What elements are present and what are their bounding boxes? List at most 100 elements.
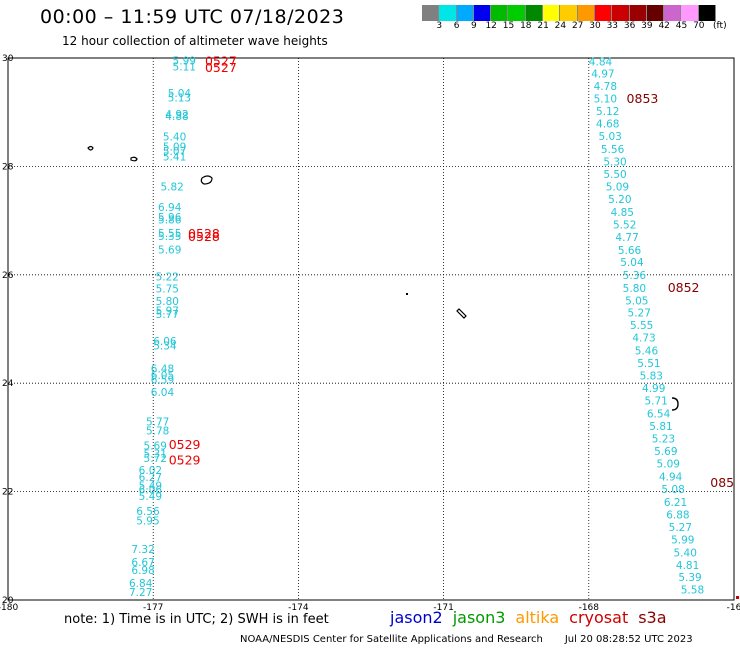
colorbar-swatch: [439, 5, 457, 21]
colorbar-swatch: [473, 5, 492, 21]
island: [671, 397, 679, 411]
colorbar-swatch: [646, 5, 665, 21]
colorbar-swatch: [543, 5, 561, 21]
wave-height-value: 6.98: [131, 565, 154, 577]
colorbar-swatch: [456, 5, 474, 21]
pass-time-label: 0527: [205, 60, 237, 75]
colorbar: [422, 5, 717, 21]
colorbar-label: 33: [606, 21, 619, 31]
wave-height-value: 5.13: [168, 93, 191, 105]
wave-height-value: 5.41: [163, 152, 186, 164]
wave-height-value: 5.99: [173, 56, 196, 68]
wave-height-value: 6.06: [139, 484, 163, 496]
wave-height-value: 5.35: [158, 231, 181, 243]
wave-height-value: 5.22: [156, 271, 179, 283]
wave-height-value: 4.68: [596, 119, 619, 131]
wave-height-value: 5.82: [160, 181, 183, 193]
lat-tick-label: 20: [2, 596, 14, 606]
wave-height-value: 5.69: [144, 441, 167, 453]
colorbar-label: 42: [658, 21, 670, 31]
wave-height-value: 5.04: [168, 88, 192, 100]
wave-height-value: 5.46: [635, 346, 659, 358]
colorbar-label: 21: [537, 21, 549, 31]
wave-height-value: 5.20: [608, 194, 631, 206]
wave-height-value: 4.85: [611, 207, 634, 219]
pass-time-label: 0529: [169, 437, 201, 452]
colorbar-label: 12: [485, 21, 497, 31]
map-grid: [7, 57, 735, 601]
island: [456, 308, 467, 319]
wave-height-value: 5.66: [618, 245, 642, 257]
island: [200, 175, 213, 185]
axis-ticks: -180 -177 -174 -171 -168 -16 30 28 26 24 22 20: [0, 54, 740, 610]
colorbar-label: 36: [623, 21, 636, 31]
credit-text: NOAA/NESDIS Center for Satellite Applica…: [240, 634, 543, 645]
wave-height-value: 5.31: [144, 449, 167, 461]
wave-height-value: 5.55: [630, 320, 653, 332]
wave-height-value: 5.58: [681, 585, 704, 597]
lat-tick-label: 24: [2, 379, 14, 389]
lon-tick-label: -171: [433, 603, 453, 610]
wave-height-value: 5.23: [652, 433, 675, 445]
wave-height-value: 5.12: [596, 106, 619, 118]
edge-marker: [736, 596, 739, 599]
wave-height-map: 5.995.115.045.134.924.885.405.095.075.41…: [0, 53, 740, 610]
wave-height-value: 6.88: [666, 509, 689, 521]
wave-height-value: 5.27: [628, 308, 651, 320]
wave-height-value: 5.07: [163, 146, 186, 158]
wave-height-value: 6.04: [151, 387, 175, 399]
legend-cryosat: cryosat: [569, 608, 629, 627]
legend-jason2: jason2: [390, 608, 443, 627]
wave-height-value: 7.32: [131, 544, 154, 556]
colorbar-swatch: [594, 5, 613, 21]
wave-height-value: 5.55: [158, 228, 181, 240]
wave-height-value: 6.21: [664, 497, 687, 509]
colorbar-swatch: [508, 5, 526, 21]
wave-height-value: 5.27: [669, 522, 692, 534]
wave-height-value: 5.71: [644, 396, 667, 408]
wave-height-value: 4.78: [594, 81, 617, 93]
colorbar-swatch: [612, 5, 630, 21]
lon-tick-label: -168: [579, 603, 600, 610]
wave-height-value: 6.84: [129, 578, 153, 590]
island: [130, 156, 138, 162]
wave-height-value: 5.80: [156, 296, 179, 308]
wave-height-value: 6.06: [153, 336, 177, 348]
island: [406, 293, 408, 295]
lat-tick-label: 22: [2, 488, 13, 498]
wave-height-value: 4.97: [591, 69, 614, 81]
wave-height-value: 5.51: [637, 358, 660, 370]
wave-height-value: 5.99: [671, 534, 694, 546]
wave-height-value: 6.94: [158, 202, 182, 214]
lon-tick-label: -16: [727, 603, 740, 610]
colorbar-label: 6: [453, 21, 460, 31]
legend-altika: altika: [515, 608, 560, 627]
wave-height-value: 5.80: [623, 283, 646, 295]
wave-height-value: 7.27: [129, 587, 152, 599]
wave-height-value: 5.97: [156, 306, 179, 318]
wave-height-value: 5.40: [674, 547, 697, 559]
wave-height-value: 6.67: [131, 557, 154, 569]
pass-time-label: 0852: [668, 280, 700, 295]
altimeter-tracks: 5.995.115.045.134.924.885.405.095.075.41…: [129, 56, 704, 599]
wave-height-value: 4.73: [632, 333, 655, 345]
legend-jason3: jason3: [452, 608, 506, 627]
wave-height-value: 5.49: [139, 491, 162, 503]
land-features: [87, 145, 679, 411]
pass-time-label: 0527: [205, 53, 237, 68]
wave-height-value: 5.11: [173, 62, 196, 74]
wave-height-value: 5.30: [603, 157, 626, 169]
wave-height-value: 4.84: [589, 56, 613, 68]
island: [87, 145, 94, 151]
credit-date: Jul 20 08:28:52 UTC 2023: [564, 634, 693, 645]
colorbar-swatch: [629, 5, 647, 21]
wave-height-value: 6.48: [151, 364, 174, 376]
colorbar-label: 24: [554, 21, 567, 31]
wave-height-value: 5.81: [649, 421, 672, 433]
wave-height-value: 5.36: [623, 270, 647, 282]
colorbar-swatch: [422, 5, 440, 21]
wave-height-value: 6.27: [139, 472, 162, 484]
colorbar-swatch: [577, 5, 595, 21]
colorbar-label: 9: [471, 21, 477, 31]
wave-height-value: 5.10: [594, 94, 617, 106]
